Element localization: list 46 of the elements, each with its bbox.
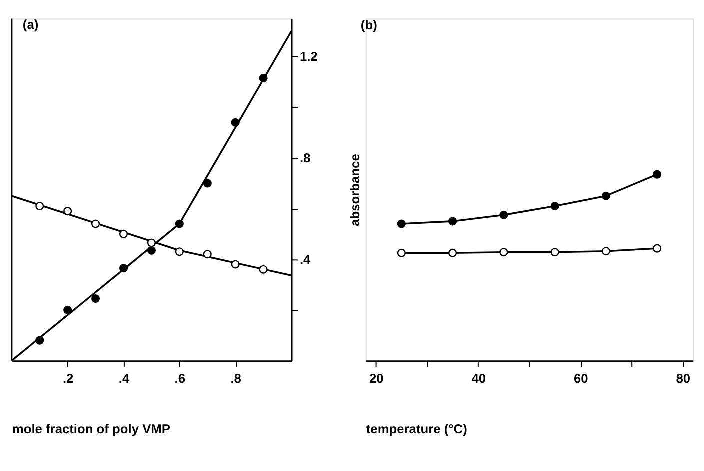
- point: [397, 220, 406, 228]
- point: [92, 220, 100, 228]
- point: [653, 244, 662, 253]
- point: [231, 118, 240, 127]
- point: [36, 202, 44, 211]
- point: [602, 192, 610, 200]
- point: [175, 248, 184, 256]
- point: [500, 210, 508, 220]
- x-tick-label: .4: [118, 371, 130, 386]
- point: [602, 247, 610, 256]
- point: [147, 246, 156, 255]
- y-tick-label: .4: [300, 252, 312, 267]
- point: [119, 264, 128, 273]
- point: [653, 170, 662, 179]
- point: [64, 207, 72, 216]
- point: [259, 265, 268, 274]
- x-tick-label: 80: [676, 371, 691, 386]
- point: [550, 202, 560, 211]
- point: [259, 74, 268, 83]
- x-axis-title: mole fraction of poly VMP: [12, 422, 171, 437]
- point: [147, 238, 156, 248]
- point: [92, 294, 100, 303]
- y-tick-label: 1.2: [300, 49, 318, 64]
- x-tick-label: 60: [574, 371, 588, 386]
- point: [203, 250, 212, 259]
- point: [448, 248, 458, 258]
- point: [500, 248, 508, 257]
- x-tick-label: .8: [230, 371, 242, 386]
- x-tick-label: .6: [174, 371, 186, 386]
- x-tick-label: 40: [472, 371, 486, 386]
- point: [64, 306, 72, 314]
- x-tick-label: 20: [369, 371, 384, 386]
- point: [550, 248, 560, 257]
- y-axis-title: absorbance: [347, 154, 362, 226]
- chart-title: (a): [22, 16, 39, 32]
- x-axis-title: temperature (°C): [366, 422, 468, 437]
- y-tick-label: .8: [300, 150, 311, 166]
- point: [119, 230, 128, 238]
- point: [397, 248, 406, 258]
- point: [175, 220, 184, 228]
- point: [448, 217, 458, 226]
- chart-title: (b): [360, 18, 378, 33]
- x-tick-label: .2: [62, 371, 74, 386]
- point: [231, 260, 240, 269]
- point: [203, 179, 212, 188]
- point: [36, 336, 44, 345]
